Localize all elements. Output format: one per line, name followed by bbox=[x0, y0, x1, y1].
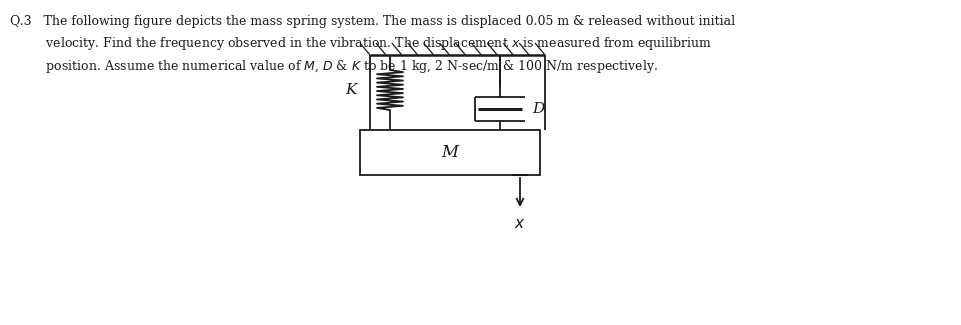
Text: $x$: $x$ bbox=[514, 217, 526, 231]
Bar bbox=[360, 130, 540, 175]
Text: K: K bbox=[346, 83, 357, 97]
Text: M: M bbox=[441, 144, 458, 161]
Text: D: D bbox=[532, 102, 544, 116]
Text: Q.3   The following figure depicts the mass spring system. The mass is displaced: Q.3 The following figure depicts the mas… bbox=[10, 15, 735, 75]
